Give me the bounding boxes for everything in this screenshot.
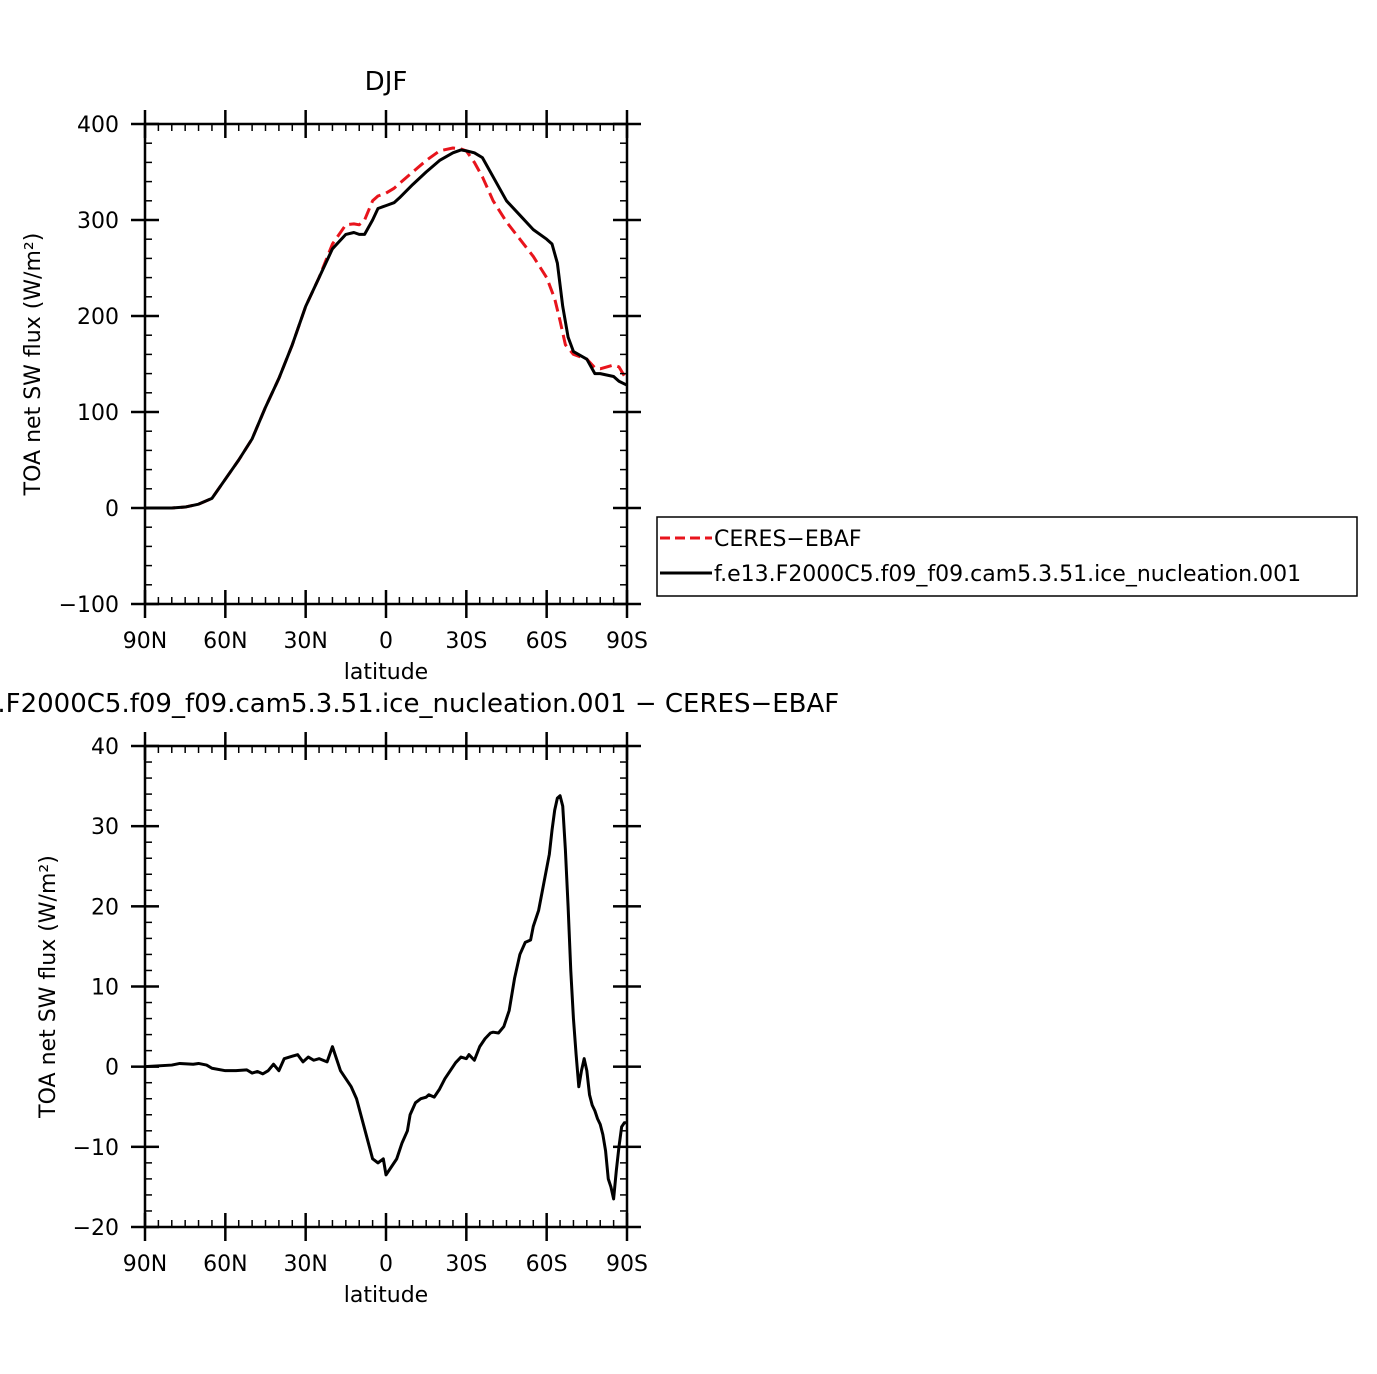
- x-tick-label: 0: [379, 1252, 393, 1277]
- y-tick-label: 40: [91, 735, 119, 760]
- y-tick-label: −20: [73, 1216, 119, 1241]
- plot-title: DJF: [365, 67, 408, 97]
- series-line-0-1: [145, 148, 627, 510]
- series-line-1-0: [145, 794, 627, 1201]
- x-tick-label: 90N: [123, 1252, 167, 1277]
- y-tick-label: 30: [91, 815, 119, 840]
- y-tick-label: 100: [77, 401, 119, 426]
- bottom-panel-difference: 90N 60N 30N 0 30S 60S 90S −20 −10 0 10 20 30 40 f.e13.…: [0, 689, 839, 1308]
- y-tick-label: −100: [59, 593, 119, 618]
- legend-label-1: f.e13.F2000C5.f09_f09.cam5.3.51.ice_nucl…: [714, 562, 1301, 587]
- top-panel-djf: 90N 60N 30N 0 30S 60S 90S −100 0 100 200 300 400 DJF l…: [21, 67, 648, 685]
- y-tick-label: 400: [77, 113, 119, 138]
- legend: CERES−EBAF f.e13.F2000C5.f09_f09.cam5.3.5…: [656, 516, 1358, 597]
- x-tick-label: 60N: [203, 629, 247, 654]
- plot-title: f.e13.F2000C5.f09_f09.cam5.3.51.ice_nucl…: [0, 689, 839, 719]
- y-tick-label: 200: [77, 305, 119, 330]
- y-axis-label: TOA net SW flux (W/m²): [21, 233, 46, 497]
- legend-box: [656, 516, 1358, 597]
- y-tick-label: 0: [105, 1056, 119, 1081]
- x-tick-label: 30N: [283, 629, 327, 654]
- y-tick-label: 0: [105, 497, 119, 522]
- x-tick-label: 0: [379, 629, 393, 654]
- x-tick-label: 60N: [203, 1252, 247, 1277]
- y-tick-label: 20: [91, 895, 119, 920]
- x-tick-label: 30N: [283, 1252, 327, 1277]
- legend-label-0: CERES−EBAF: [714, 527, 862, 552]
- x-axis-label: latitude: [344, 660, 428, 685]
- x-tick-label: 30S: [445, 629, 487, 654]
- x-tick-label: 60S: [526, 1252, 568, 1277]
- y-tick-label: −10: [73, 1136, 119, 1161]
- y-axis-label: TOA net SW flux (W/m²): [36, 855, 61, 1119]
- x-tick-label: 90S: [606, 629, 648, 654]
- x-tick-label: 90N: [123, 629, 167, 654]
- x-tick-label: 90S: [606, 1252, 648, 1277]
- plot-frame: [143, 122, 629, 606]
- x-axis-label: latitude: [344, 1283, 428, 1308]
- x-tick-label: 30S: [445, 1252, 487, 1277]
- x-tick-label: 60S: [526, 629, 568, 654]
- y-tick-label: 10: [91, 976, 119, 1001]
- y-tick-label: 300: [77, 209, 119, 234]
- series-line-0-0: [145, 146, 627, 510]
